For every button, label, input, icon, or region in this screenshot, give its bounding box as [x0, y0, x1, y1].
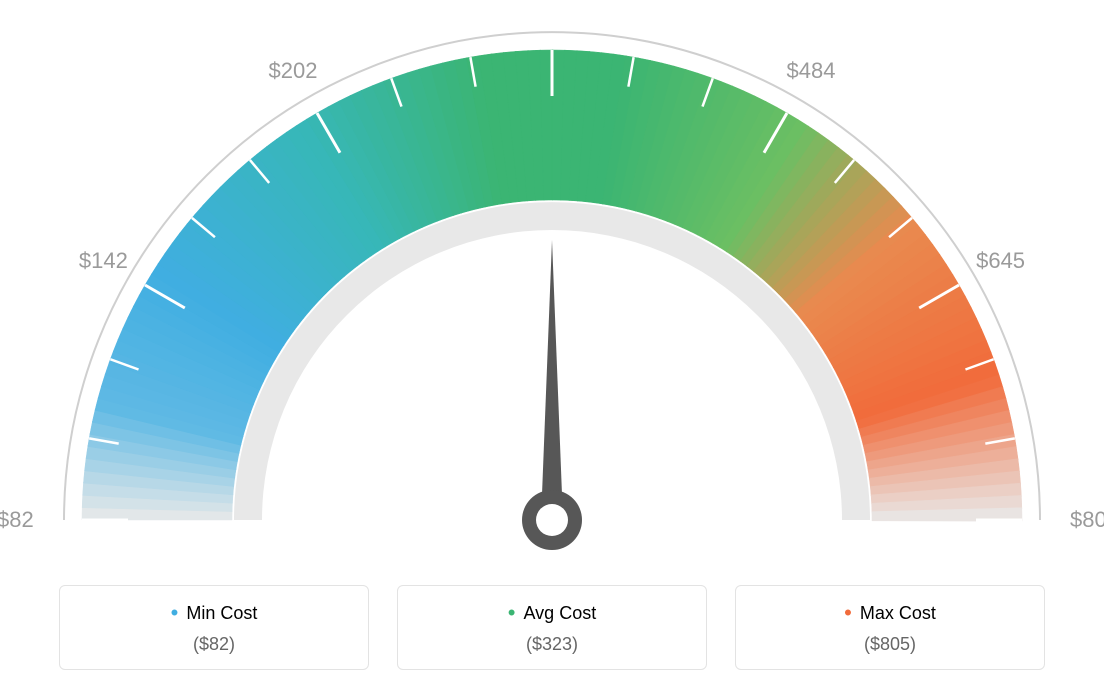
tick-label: $82 — [0, 507, 34, 533]
tick-label: $142 — [79, 248, 128, 274]
legend-min-value: ($82) — [60, 634, 368, 655]
legend-min: Min Cost ($82) — [59, 585, 369, 670]
legend-min-title: Min Cost — [60, 600, 368, 626]
legend-row: Min Cost ($82) Avg Cost ($323) Max Cost … — [0, 585, 1104, 670]
legend-avg-title: Avg Cost — [398, 600, 706, 626]
tick-label: $645 — [976, 248, 1025, 274]
tick-label: $202 — [269, 58, 318, 84]
tick-label: $323 — [528, 0, 577, 2]
tick-label: $805 — [1070, 507, 1104, 533]
legend-avg: Avg Cost ($323) — [397, 585, 707, 670]
needle-hub-inner — [536, 504, 568, 536]
needle — [541, 240, 563, 520]
tick-label: $484 — [787, 58, 836, 84]
legend-max: Max Cost ($805) — [735, 585, 1045, 670]
legend-avg-value: ($323) — [398, 634, 706, 655]
legend-max-value: ($805) — [736, 634, 1044, 655]
legend-max-title: Max Cost — [736, 600, 1044, 626]
cost-gauge: $82 $142 $202 $323 $484 $645 $805 — [0, 0, 1104, 570]
gauge-svg — [0, 0, 1104, 570]
